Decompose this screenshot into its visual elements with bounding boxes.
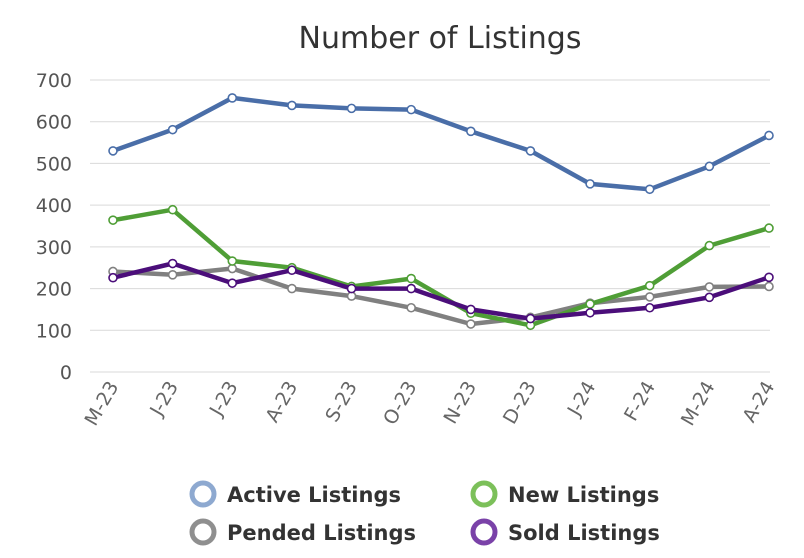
y-tick-label: 0 (60, 362, 72, 384)
data-point[interactable] (406, 273, 416, 284)
x-tick-label: A-23 (261, 378, 302, 427)
legend-marker-icon (189, 480, 217, 508)
chart-title: Number of Listings (299, 21, 582, 56)
data-point[interactable] (108, 146, 118, 156)
y-tick-label: 500 (36, 153, 72, 175)
y-tick-label: 100 (36, 320, 72, 342)
x-tick-label: M-23 (81, 378, 124, 430)
series-line (110, 207, 772, 328)
data-point[interactable] (167, 258, 178, 269)
data-point[interactable] (466, 319, 476, 329)
series-line (110, 266, 772, 327)
data-point[interactable] (466, 126, 476, 137)
data-point[interactable] (287, 265, 297, 276)
x-tick-label: O-23 (379, 378, 421, 429)
legend-item-pended-listings[interactable]: Pended Listings (189, 518, 416, 546)
data-point[interactable] (585, 179, 595, 189)
data-point[interactable] (644, 292, 655, 302)
x-tick-label: S-23 (321, 378, 362, 426)
data-point[interactable] (764, 130, 774, 141)
data-point[interactable] (585, 307, 595, 318)
x-tick-label: M-24 (677, 378, 720, 430)
data-point[interactable] (287, 100, 297, 111)
data-point[interactable] (406, 283, 416, 294)
legend-marker-icon (470, 480, 498, 508)
data-point[interactable] (466, 304, 476, 315)
legend-label: New Listings (508, 483, 659, 507)
data-point[interactable] (525, 313, 536, 324)
series-active-listings (108, 93, 774, 195)
data-point[interactable] (167, 124, 178, 135)
y-axis-ticks: 0 100 200 300 400 500 600 700 (36, 70, 72, 384)
x-axis-ticks: M-23 J-23 J-23 A-23 S-23 O-23 N-23 D-23 J-24 F-24… (81, 378, 780, 430)
data-point[interactable] (227, 93, 238, 103)
data-point[interactable] (764, 272, 774, 283)
legend-label: Active Listings (227, 483, 401, 507)
data-point[interactable] (644, 302, 655, 313)
legend-label: Sold Listings (508, 521, 660, 545)
legend-label: Pended Listings (227, 521, 416, 545)
series-sold-listings (108, 258, 774, 324)
series-pended-listings (108, 263, 774, 329)
data-point[interactable] (346, 103, 357, 114)
legend-marker-icon (470, 518, 498, 546)
data-point[interactable] (406, 302, 416, 313)
y-tick-label: 700 (36, 70, 72, 92)
data-point[interactable] (108, 215, 118, 225)
data-point[interactable] (644, 280, 655, 291)
x-tick-label: D-23 (499, 378, 541, 429)
x-tick-label: J-23 (205, 378, 243, 421)
x-tick-label: J-24 (563, 378, 601, 421)
data-point[interactable] (704, 292, 715, 303)
data-point[interactable] (287, 283, 297, 294)
x-tick-label: F-24 (620, 378, 660, 425)
data-point[interactable] (764, 223, 774, 233)
x-tick-label: A-24 (738, 378, 779, 427)
legend: Active Listings New Listings Pended Listin… (189, 480, 660, 546)
legend-item-new-listings[interactable]: New Listings (470, 480, 659, 508)
y-tick-label: 400 (36, 195, 72, 217)
data-point[interactable] (585, 299, 595, 309)
data-point[interactable] (764, 281, 774, 292)
legend-marker-icon (189, 518, 217, 546)
data-point[interactable] (644, 184, 655, 195)
data-point[interactable] (704, 161, 715, 172)
data-point[interactable] (167, 204, 178, 215)
legend-item-active-listings[interactable]: Active Listings (189, 480, 401, 508)
y-tick-label: 200 (36, 279, 72, 301)
data-point[interactable] (167, 270, 178, 280)
data-point[interactable] (108, 272, 118, 283)
legend-item-sold-listings[interactable]: Sold Listings (470, 518, 660, 546)
data-point[interactable] (406, 104, 416, 115)
series-lines (108, 93, 774, 331)
data-point[interactable] (704, 282, 715, 292)
x-tick-label: J-23 (145, 378, 183, 421)
data-point[interactable] (227, 256, 238, 266)
data-point[interactable] (346, 283, 357, 294)
series-new-listings (108, 204, 774, 331)
data-point[interactable] (704, 240, 715, 251)
data-point[interactable] (227, 278, 238, 288)
data-point[interactable] (525, 146, 536, 156)
series-line (110, 261, 772, 321)
y-tick-label: 600 (36, 112, 72, 134)
x-tick-label: N-23 (439, 378, 481, 428)
y-tick-label: 300 (36, 237, 72, 259)
series-line (110, 95, 772, 192)
